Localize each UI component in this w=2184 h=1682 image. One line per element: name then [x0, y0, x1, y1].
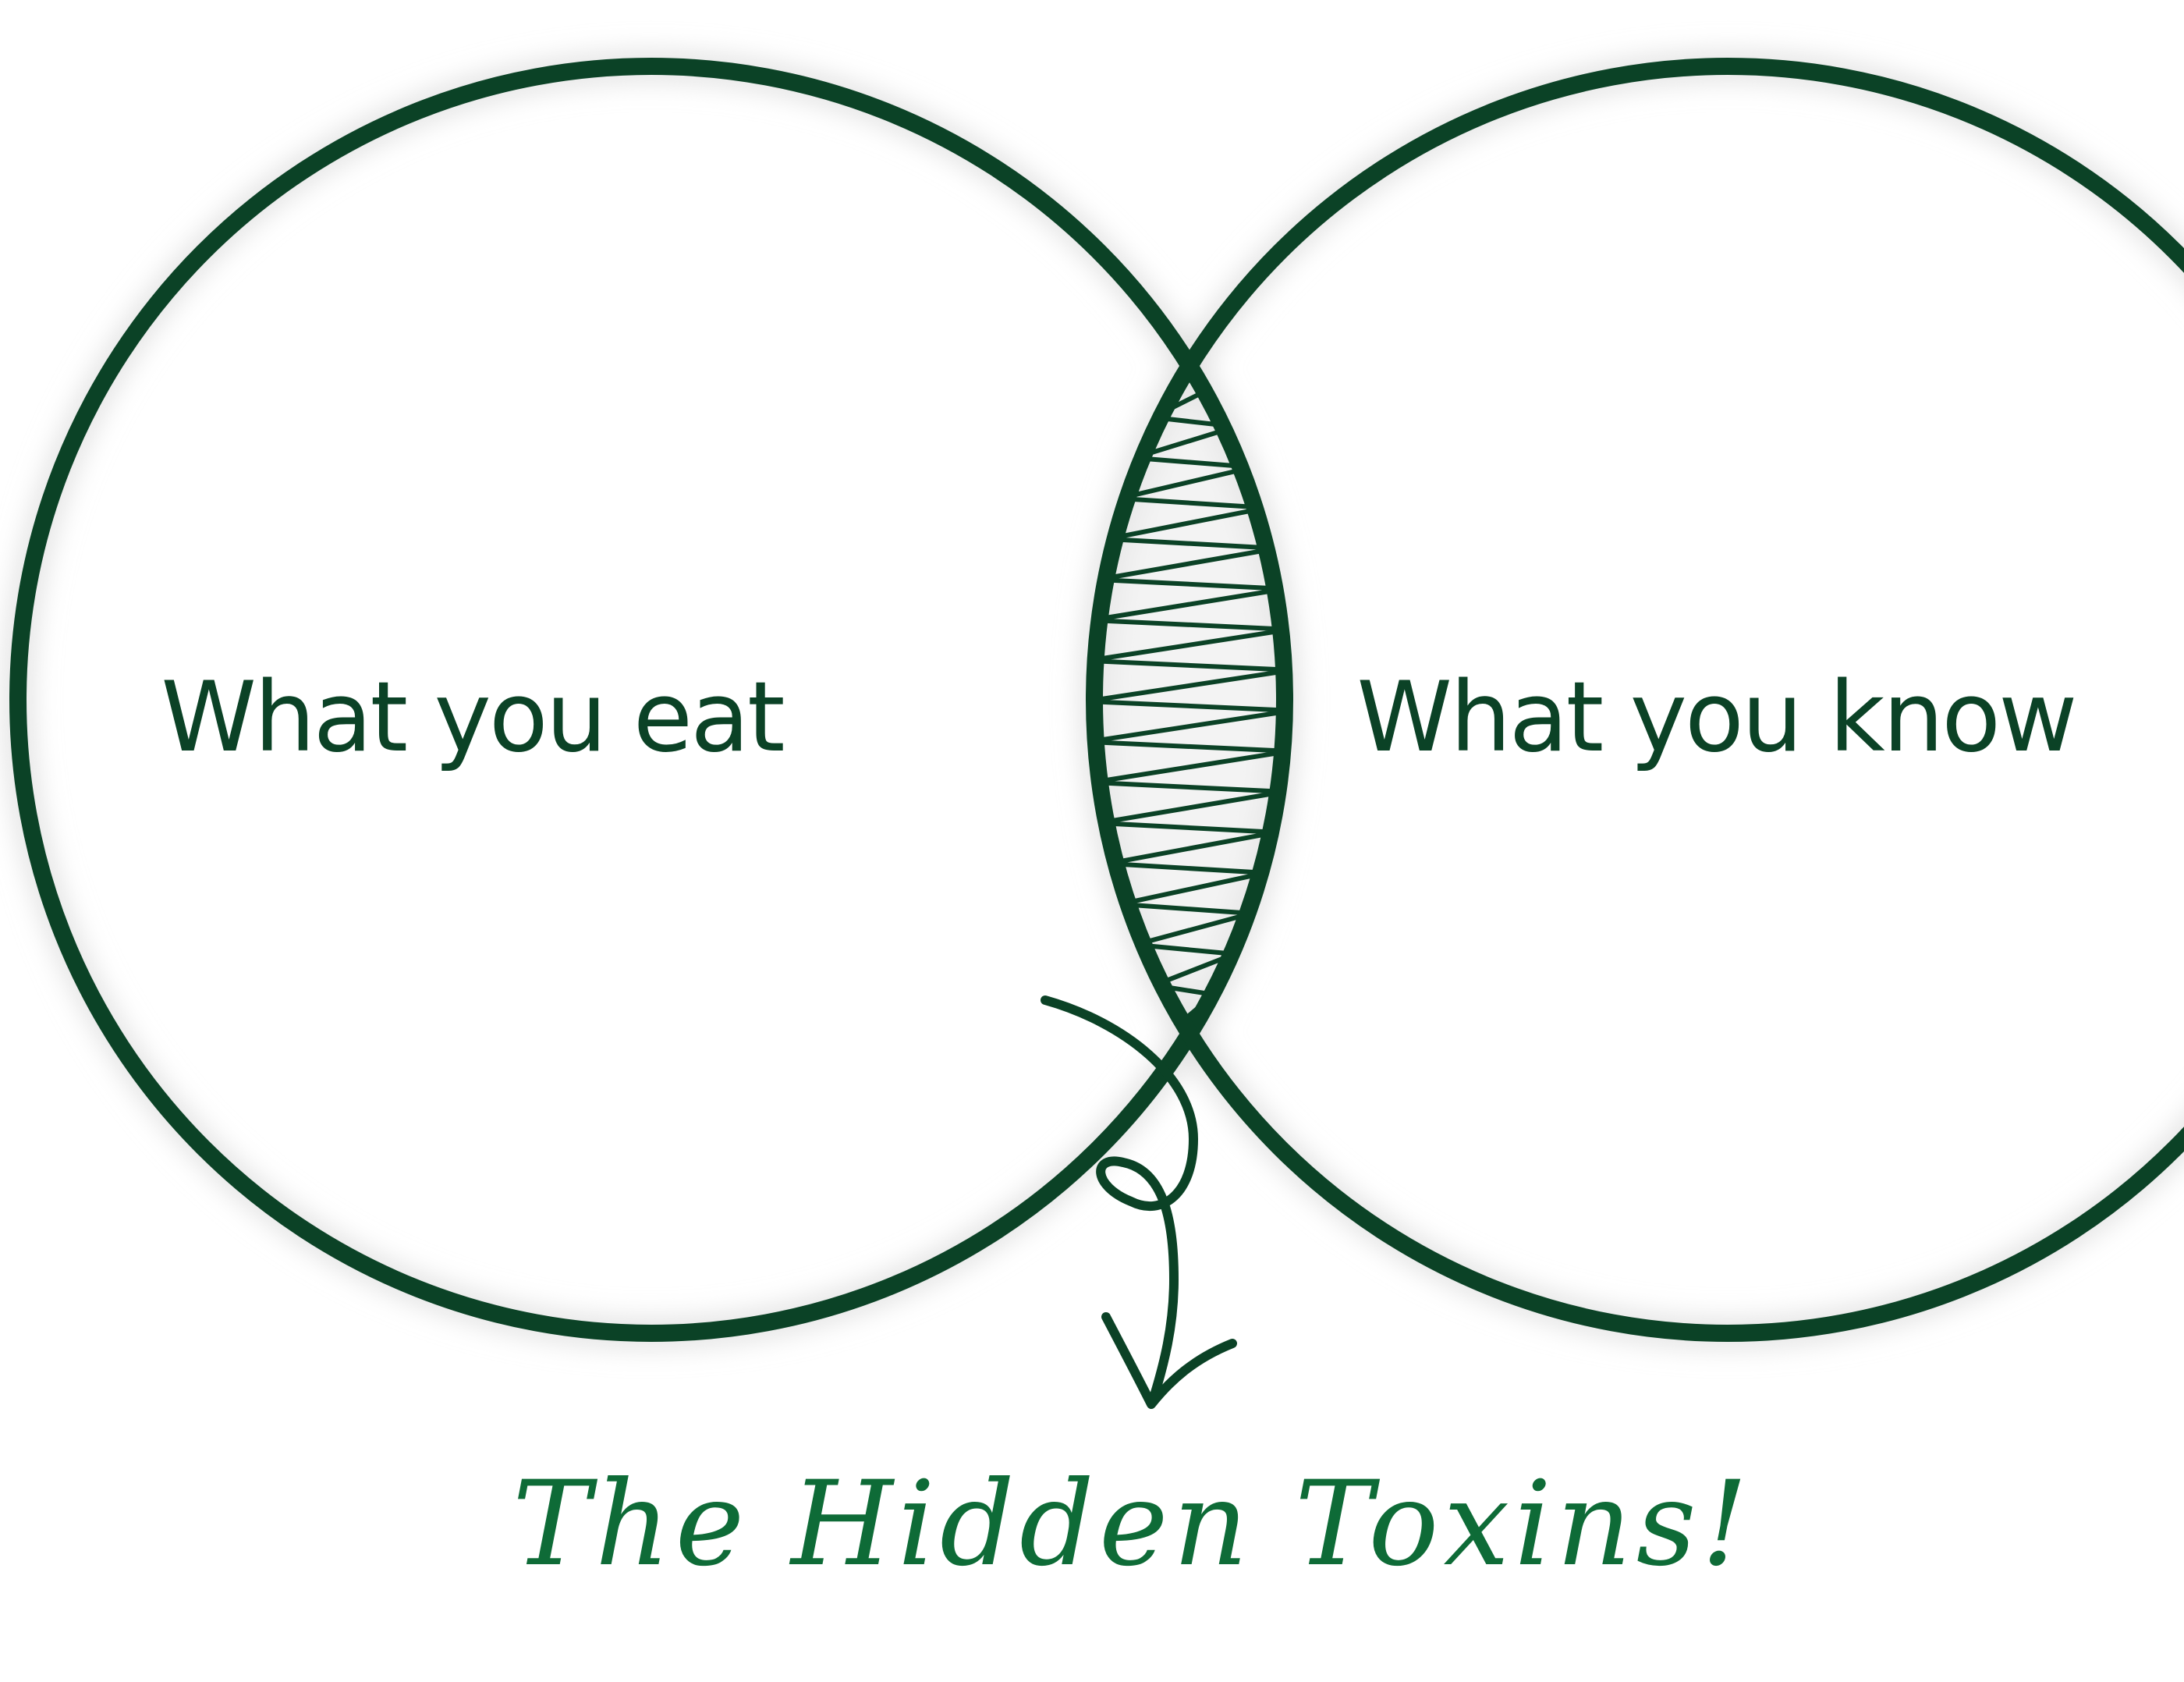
curly-arrow-icon [1041, 995, 1237, 1409]
hatch-zigzag [1094, 374, 1285, 1028]
intersection-hatching [1094, 374, 1285, 1028]
intersection-shading [1094, 365, 1285, 1034]
intersection-annotation: The Hidden Toxins! [512, 1457, 1753, 1592]
left-set-circle [9, 58, 1293, 1342]
right-set-circle [1086, 58, 2184, 1342]
arrow-shaft [1041, 995, 1198, 1405]
right-set-label: What you know [1356, 662, 2075, 774]
left-set-label: What you eat [161, 662, 783, 774]
arrow-head [1101, 1312, 1237, 1409]
